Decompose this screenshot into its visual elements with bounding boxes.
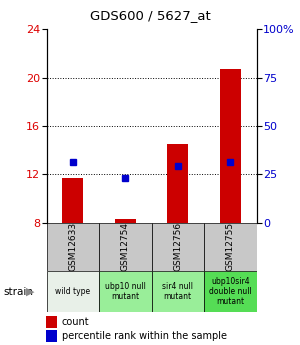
Text: strain: strain [3, 287, 33, 296]
Bar [99, 223, 152, 271]
Text: ubp10sir4
double null
mutant: ubp10sir4 double null mutant [209, 277, 252, 306]
Bar [62, 178, 83, 223]
Text: ubp10 null
mutant: ubp10 null mutant [105, 282, 146, 301]
Bar [204, 271, 256, 312]
Text: GSM12754: GSM12754 [121, 222, 130, 271]
Text: GDS600 / 5627_at: GDS600 / 5627_at [90, 9, 210, 22]
Text: ▶: ▶ [26, 287, 34, 296]
Text: count: count [61, 317, 89, 327]
Text: GSM12633: GSM12633 [68, 222, 77, 271]
Bar [99, 271, 152, 312]
Bar [152, 223, 204, 271]
Bar [115, 219, 136, 223]
Text: GSM12755: GSM12755 [226, 222, 235, 271]
Text: percentile rank within the sample: percentile rank within the sample [61, 331, 226, 341]
Text: GSM12756: GSM12756 [173, 222, 182, 271]
Bar [46, 315, 57, 328]
Bar [46, 330, 57, 342]
Bar [46, 271, 99, 312]
Bar [46, 223, 99, 271]
Bar [204, 223, 256, 271]
Bar [152, 271, 204, 312]
Bar [167, 144, 188, 223]
Text: wild type: wild type [55, 287, 90, 296]
Text: sir4 null
mutant: sir4 null mutant [162, 282, 193, 301]
Bar [220, 69, 241, 223]
